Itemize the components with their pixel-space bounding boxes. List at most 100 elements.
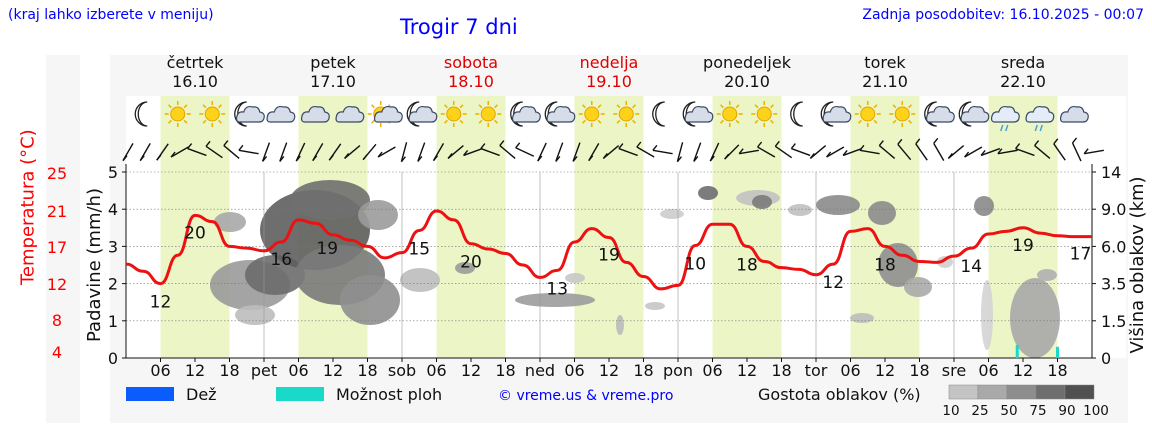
- wind-feather: [964, 151, 970, 158]
- daylight-band: [712, 96, 782, 358]
- wind-barb: [205, 140, 223, 159]
- cloud-shape: [408, 105, 438, 123]
- temperature-label: 14: [960, 257, 982, 277]
- sun-icon: [199, 101, 226, 127]
- wind-barbs: [122, 137, 1104, 163]
- moon-cloud-icon: [958, 101, 990, 127]
- wind-feather: [842, 149, 848, 156]
- wind-feather: [738, 148, 744, 155]
- cloud-shape: [684, 105, 714, 123]
- wind-barb: [842, 147, 863, 157]
- moon-cloud-icon: [234, 101, 265, 127]
- temperature-series: 12 20 16 19 15 20 13 19 10 18 12 18 14 19 17: [125, 209, 1092, 313]
- cloud-cell: [698, 186, 718, 200]
- wind-barb: [156, 143, 169, 161]
- cloud-shape: [546, 105, 576, 123]
- day-header-1: petek 17.10: [278, 53, 388, 91]
- wind-feather: [897, 138, 903, 145]
- rain-swatch: [126, 387, 174, 401]
- cloud-cell: [1010, 278, 1060, 358]
- wind-feather: [122, 155, 128, 162]
- x-tick-label: 18: [771, 361, 791, 380]
- wind-shaft: [980, 147, 1001, 157]
- sun-ray: [754, 119, 759, 124]
- sun-disc: [170, 106, 186, 122]
- cloud-cell: [515, 293, 595, 307]
- cloud-shape: [511, 105, 541, 123]
- x-tick-label: 12: [461, 361, 481, 380]
- cloud-cell: [878, 243, 918, 287]
- wind-barb: [1053, 138, 1066, 161]
- x-tick-label: 12: [737, 361, 757, 380]
- wind-barb: [636, 141, 655, 158]
- day-header-3: nedelja 19.10: [554, 53, 664, 91]
- density-swatch: [977, 384, 1008, 400]
- wind-feather: [139, 155, 145, 162]
- wind-barb: [964, 146, 983, 158]
- credit-link[interactable]: © vreme.us & vreme.pro: [498, 388, 674, 404]
- wind-barb: [602, 145, 620, 159]
- sun-ray: [597, 104, 602, 109]
- wind-barb: [238, 144, 259, 155]
- day-header-0: četrtek 16.10: [140, 53, 250, 91]
- wind-feather: [947, 152, 953, 159]
- temp-tick-label: 12: [47, 275, 67, 294]
- wind-shaft: [295, 142, 306, 162]
- axes: 06 12 18 pet 06 12 18 sob 06 12 18 ned 06 12 18 pon 06 12…: [47, 163, 1148, 380]
- wind-shaft: [964, 146, 983, 158]
- wind-barb: [1034, 140, 1051, 159]
- cloud-shape: [1025, 105, 1055, 123]
- wind-shaft: [897, 143, 912, 161]
- day-name: sobota: [443, 53, 499, 72]
- daylight-band: [574, 96, 644, 358]
- wind-feather: [480, 143, 486, 150]
- wind-feather: [652, 144, 658, 151]
- cloud-shape: [960, 105, 990, 123]
- wind-feather: [774, 140, 780, 147]
- wind-barb: [480, 143, 500, 157]
- wind-feather: [572, 155, 578, 162]
- wind-feather: [328, 154, 334, 161]
- wind-feather: [1071, 137, 1078, 144]
- density-swatch: [1064, 384, 1095, 400]
- density-scale-label: 75: [1029, 403, 1046, 419]
- sun-ray: [478, 119, 483, 124]
- sun-ray: [581, 104, 586, 109]
- wind-shaft: [515, 147, 535, 157]
- wind-feather: [1083, 148, 1089, 155]
- cloud-cell: [981, 280, 993, 350]
- sun-ray: [218, 119, 223, 124]
- density-swatch: [948, 384, 979, 400]
- sun-ray: [494, 119, 499, 124]
- sun-ray: [443, 119, 448, 124]
- legend-rain-label: Dež: [186, 385, 217, 404]
- cloud-height-tick-label: 9.0: [1101, 200, 1126, 219]
- x-tick-label: 18: [909, 361, 929, 380]
- moon-shape: [134, 101, 148, 127]
- wind-feather: [432, 155, 439, 162]
- wind-shaft: [463, 147, 483, 157]
- x-tick-label: 12: [875, 361, 895, 380]
- x-tick-label: ned: [525, 361, 555, 380]
- sun-ray: [754, 104, 759, 109]
- cloud-shape: [300, 105, 330, 123]
- temperature-label: 19: [316, 239, 338, 259]
- wind-shaft: [205, 145, 223, 159]
- wind-feather: [515, 142, 521, 149]
- legend-showers-label: Možnost ploh: [336, 385, 443, 404]
- wind-shaft: [1015, 147, 1035, 157]
- rain-drop: [1005, 124, 1009, 132]
- cloud-icon: [266, 105, 296, 123]
- legend-showers: Možnost ploh: [276, 385, 442, 404]
- wind-shaft: [826, 146, 845, 158]
- wind-barb: [279, 142, 288, 162]
- wind-feather: [417, 155, 423, 162]
- day-header-4: ponedeljek 20.10: [692, 53, 802, 91]
- temperature-label: 16: [270, 250, 292, 270]
- wind-shaft: [555, 142, 564, 162]
- wind-shaft: [170, 146, 189, 158]
- temp-tick-label: 8: [52, 311, 62, 330]
- wind-barb: [933, 137, 945, 162]
- sun-ray: [892, 104, 897, 109]
- wind-shaft: [537, 142, 547, 162]
